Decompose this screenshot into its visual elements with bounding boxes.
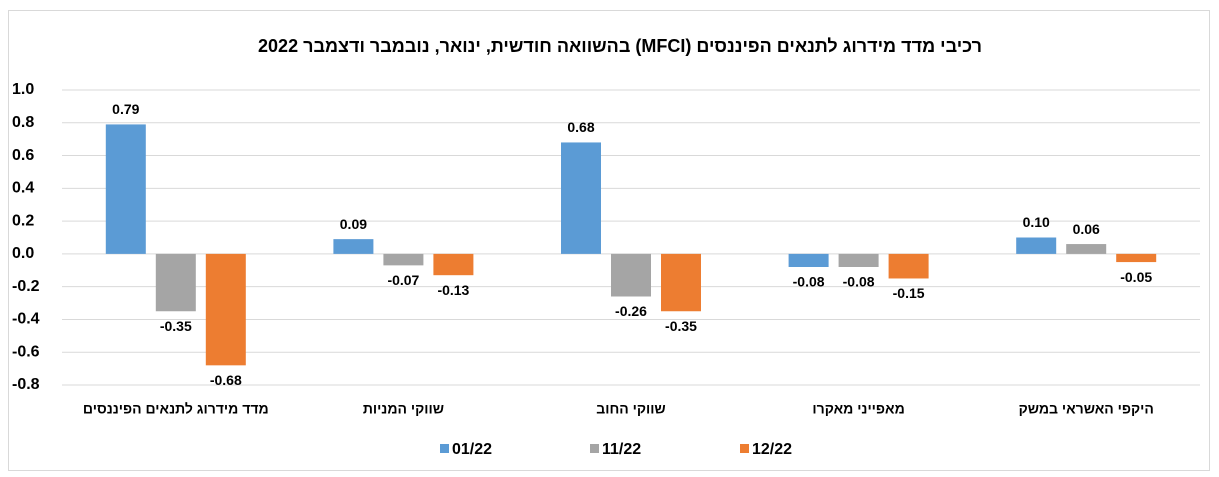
bar <box>105 124 146 254</box>
bar <box>383 253 424 266</box>
x-tick-label: שווקי החוב <box>596 401 665 417</box>
legend-swatch <box>440 444 449 453</box>
value-label: -0.35 <box>665 318 697 334</box>
x-tick-label: מדד מידרוג לתנאים הפיננסים <box>83 401 269 417</box>
y-tick-label: 1.0 <box>12 81 34 98</box>
bar <box>1016 237 1057 254</box>
value-label: 0.09 <box>340 216 367 232</box>
bar <box>838 253 879 267</box>
legend-swatch <box>740 444 749 453</box>
value-label: -0.35 <box>160 318 192 334</box>
value-label: 0.06 <box>1073 221 1100 237</box>
value-label: 0.68 <box>567 119 594 135</box>
value-label: -0.15 <box>893 285 925 301</box>
bar <box>433 253 474 276</box>
x-tick-label: שווקי המניות <box>363 401 444 417</box>
y-tick-label: -0.4 <box>12 311 40 328</box>
bar <box>1066 244 1107 254</box>
y-tick-label: 0.2 <box>12 212 34 229</box>
y-tick-label: -0.6 <box>12 343 40 360</box>
value-label: 0.79 <box>112 101 139 117</box>
value-label: 0.10 <box>1023 214 1050 230</box>
value-label: -0.13 <box>437 282 469 298</box>
x-tick-label: מאפייני מאקרו <box>812 401 904 417</box>
value-label: -0.08 <box>843 274 875 290</box>
y-tick-label: 0.0 <box>12 245 34 262</box>
y-tick-label: 0.8 <box>12 114 34 131</box>
value-label: -0.07 <box>387 272 419 288</box>
legend-label: 12/22 <box>752 441 792 458</box>
value-label: -0.08 <box>793 274 825 290</box>
bar <box>561 142 601 254</box>
bar <box>788 253 829 267</box>
bar <box>661 253 701 312</box>
bar <box>155 253 196 312</box>
bar <box>205 253 246 366</box>
chart-frame <box>8 10 1210 471</box>
chart-title: רכיבי מדד מידרוג לתנאים הפיננסים (MFCI) … <box>258 36 982 56</box>
bar <box>1116 253 1157 263</box>
legend-swatch <box>590 444 599 453</box>
bar <box>611 253 651 297</box>
value-label: -0.26 <box>615 303 647 319</box>
bar <box>333 239 374 254</box>
y-tick-label: 0.4 <box>12 180 34 197</box>
bar <box>888 253 929 279</box>
x-tick-label: היקפי האשראי במשק <box>1019 401 1154 417</box>
y-tick-label: -0.8 <box>12 376 40 393</box>
value-label: -0.68 <box>210 372 242 388</box>
legend-label: 11/22 <box>602 441 641 458</box>
y-tick-label: -0.2 <box>12 278 40 295</box>
value-label: -0.05 <box>1120 269 1152 285</box>
legend-label: 01/22 <box>452 441 492 458</box>
y-tick-label: 0.6 <box>12 147 34 164</box>
